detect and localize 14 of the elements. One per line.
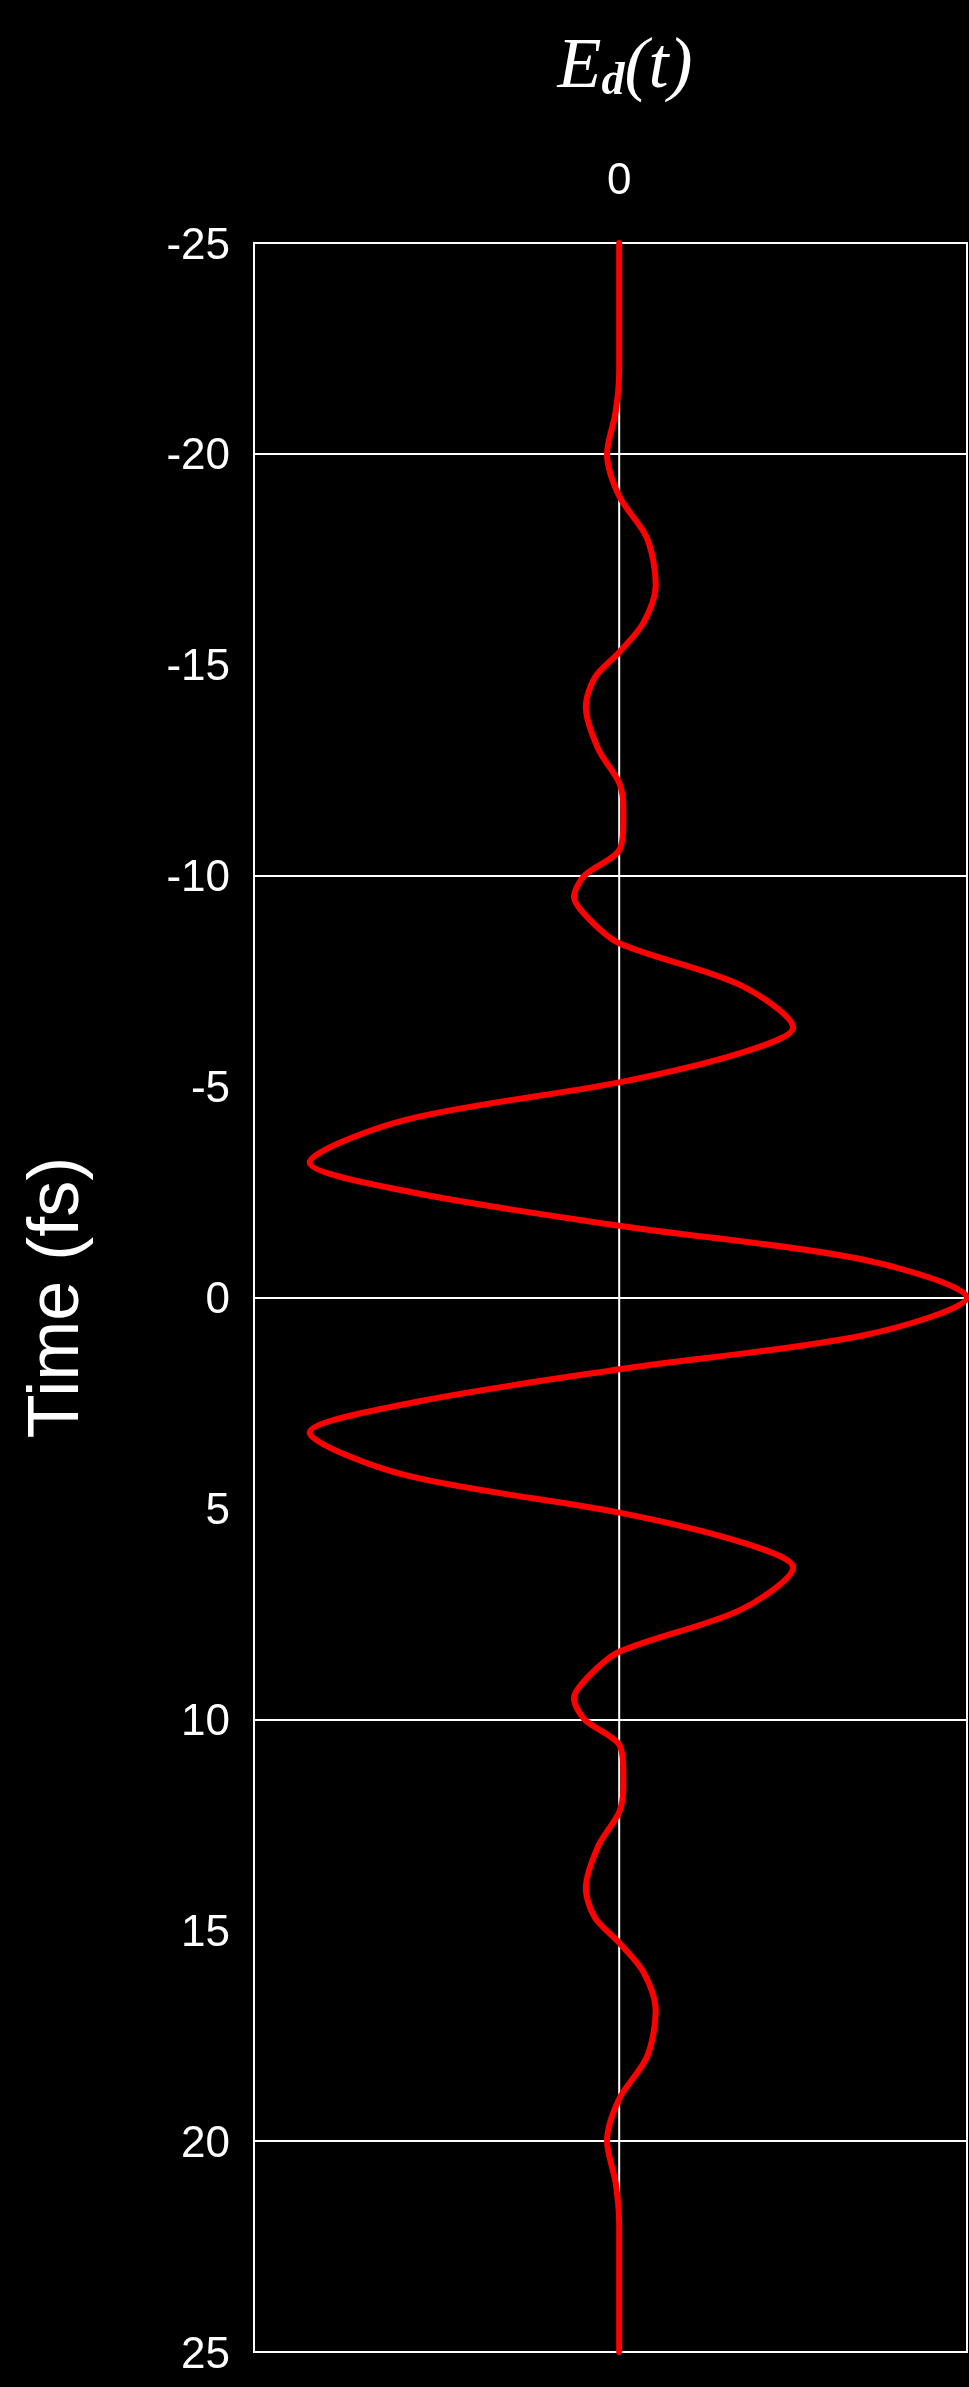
y-tick-label: 15 xyxy=(181,1905,230,1955)
y-tick-label: -5 xyxy=(190,1062,230,1112)
y-tick-label: 5 xyxy=(205,1483,230,1533)
x-axis-title: Ed(t) xyxy=(556,23,693,104)
y-tick-label: 20 xyxy=(181,2116,230,2166)
y-tick-label: -25 xyxy=(166,218,230,268)
y-tick-label: 0 xyxy=(205,1273,230,1322)
y-axis-title: Time (fs) xyxy=(13,1156,93,1439)
text: 0 xyxy=(606,153,632,203)
y-tick-label: -20 xyxy=(166,429,230,479)
y-tick-label: -15 xyxy=(166,640,230,690)
y-tick-label: 25 xyxy=(181,2327,230,2377)
y-tick-label: 10 xyxy=(181,1694,230,1744)
y-tick-label: -10 xyxy=(166,851,230,901)
